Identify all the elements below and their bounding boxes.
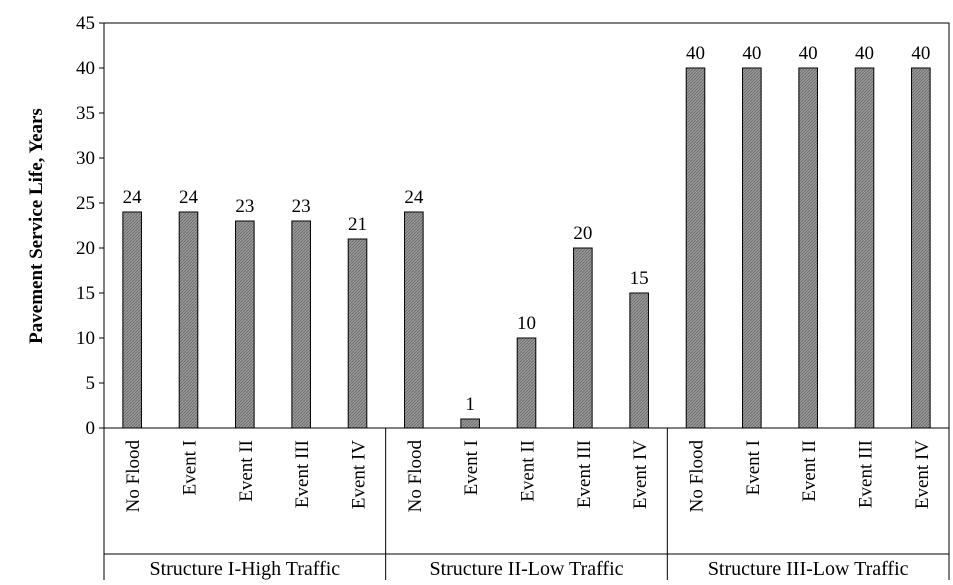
x-category-label: Event I <box>743 440 764 495</box>
bar <box>404 211 424 429</box>
x-category-label: Event IV <box>630 440 651 509</box>
data-label: 24 <box>123 187 143 208</box>
data-label: 21 <box>348 214 367 235</box>
x-category-label: Event I <box>461 440 482 495</box>
data-label: 10 <box>517 313 536 334</box>
y-tick-label: 0 <box>86 418 96 439</box>
bar <box>178 211 199 429</box>
y-tick-label: 45 <box>76 13 95 34</box>
bar <box>347 238 368 429</box>
data-label: 23 <box>292 196 311 217</box>
bar <box>742 67 762 429</box>
bar <box>573 247 593 429</box>
x-category-label: Event III <box>574 440 595 508</box>
y-tick-label: 20 <box>76 238 95 259</box>
bar <box>291 220 311 429</box>
bar <box>629 292 649 429</box>
bar <box>460 418 480 429</box>
x-category-label: No Flood <box>123 440 144 513</box>
y-tick-label: 5 <box>86 373 96 394</box>
x-category-label: Event III <box>856 440 877 508</box>
group-label: Structure I-High Traffic <box>149 558 340 580</box>
bar <box>798 67 818 429</box>
y-tick-label: 15 <box>76 283 95 304</box>
data-label: 40 <box>799 43 818 64</box>
y-tick-label: 30 <box>76 148 95 169</box>
bar <box>516 337 537 429</box>
y-tick-label: 40 <box>76 58 95 79</box>
data-label: 40 <box>686 43 705 64</box>
data-label: 24 <box>404 187 424 208</box>
bars <box>122 67 931 429</box>
x-category-label: Event III <box>292 440 313 508</box>
group-label: Structure III-Low Traffic <box>708 558 909 580</box>
data-label: 40 <box>855 43 874 64</box>
x-category-label: No Flood <box>405 440 426 513</box>
y-tick-label: 35 <box>76 103 95 124</box>
data-label: 24 <box>179 187 199 208</box>
x-category-label: Event II <box>799 440 820 502</box>
data-label: 1 <box>465 394 475 415</box>
group-label: Structure II-Low Traffic <box>429 558 623 580</box>
x-category-label: No Flood <box>687 440 708 513</box>
bar <box>911 67 931 429</box>
bar <box>685 67 706 429</box>
x-category-label: Event IV <box>912 440 933 509</box>
x-category-label: Event IV <box>349 440 370 509</box>
labels: 0 5 10 15 20 25 30 35 40 45 24 No Flood 24 Event I 23 E… <box>76 13 933 580</box>
bar <box>854 67 875 429</box>
y-axis-title: Pavement Service Life, Years <box>26 108 47 344</box>
data-label: 15 <box>630 268 649 289</box>
bar <box>122 211 142 429</box>
data-label: 20 <box>573 223 592 244</box>
y-tick-label: 25 <box>76 193 95 214</box>
bar <box>235 220 255 429</box>
x-category-label: Event I <box>180 440 201 495</box>
x-category-label: Event II <box>236 440 257 502</box>
data-label: 40 <box>742 43 761 64</box>
data-label: 40 <box>911 43 930 64</box>
y-tick-label: 10 <box>76 328 95 349</box>
data-label: 23 <box>235 196 254 217</box>
x-category-label: Event II <box>518 440 539 502</box>
